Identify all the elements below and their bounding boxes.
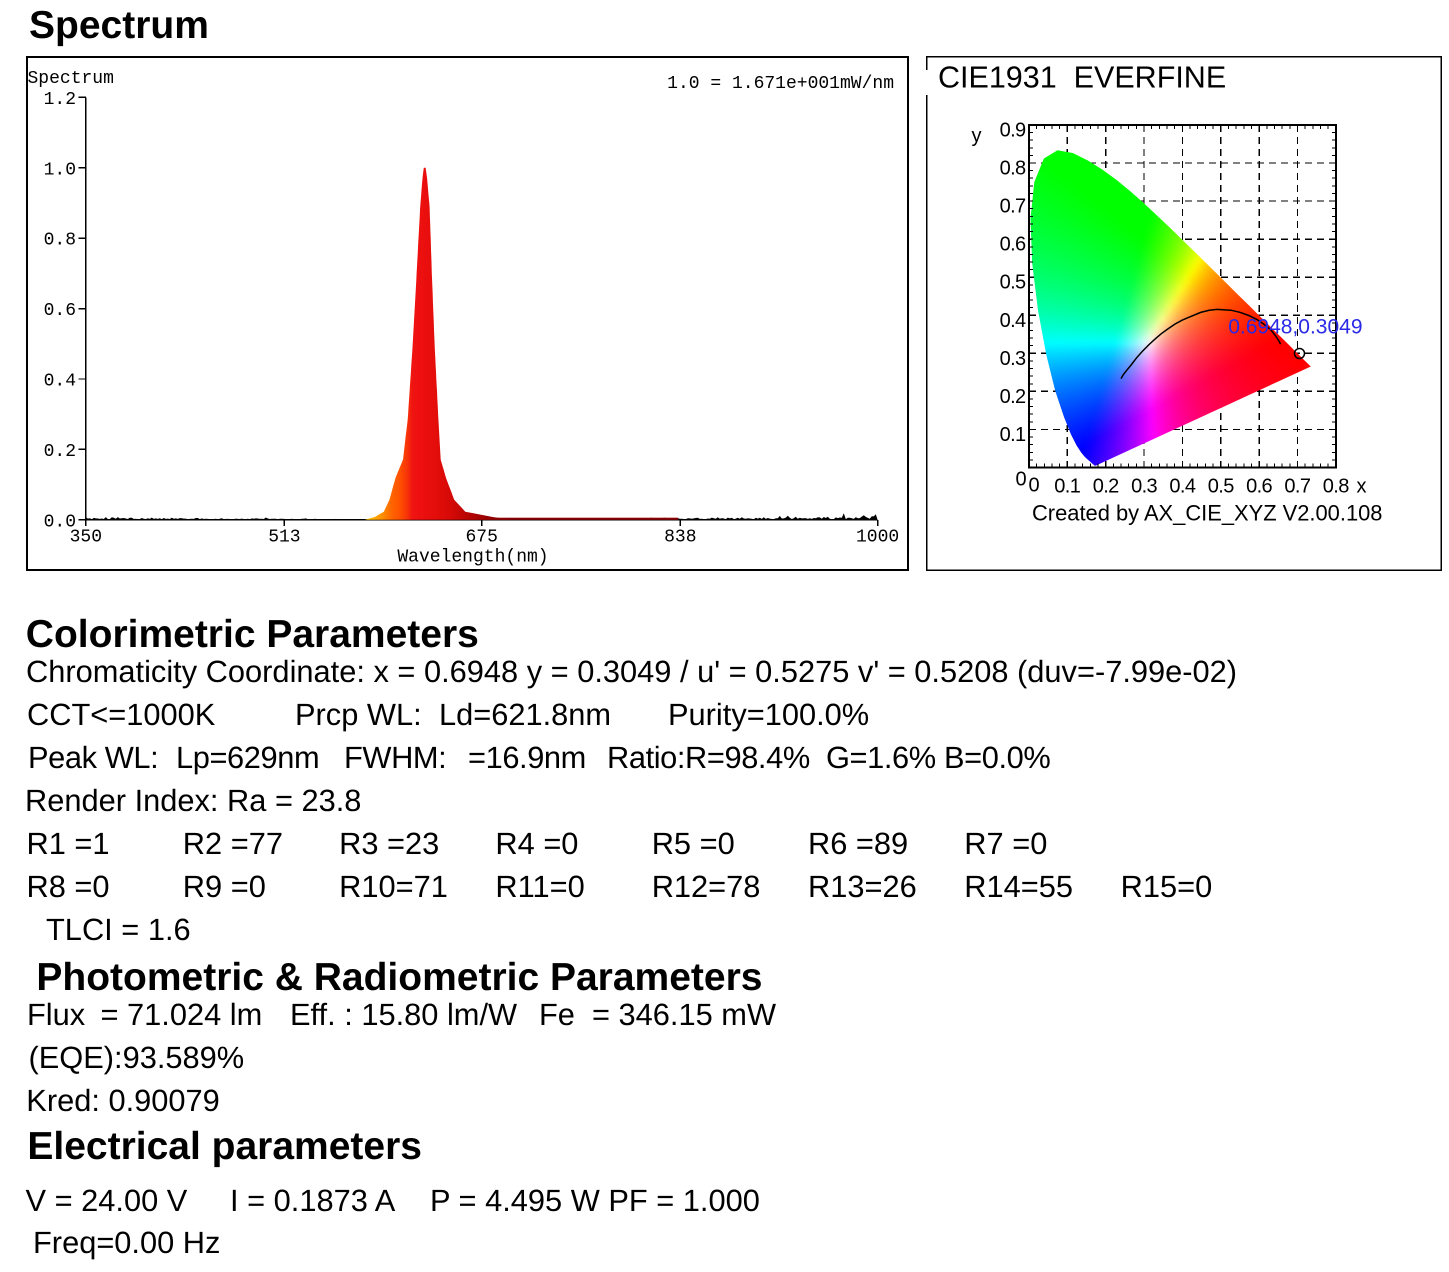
svg-text:y: y [972,125,982,147]
svg-text:1.2: 1.2 [44,90,76,110]
svg-text:0.8: 0.8 [1323,476,1349,498]
svg-text:350: 350 [70,528,102,548]
svg-text:0: 0 [1029,475,1040,497]
svg-text:1.0 = 1.671e+001mW/nm: 1.0 = 1.671e+001mW/nm [667,74,894,94]
svg-text:Created by AX_CIE_XYZ V2.00.10: Created by AX_CIE_XYZ V2.00.108 [1032,501,1382,526]
svg-text:Spectrum: Spectrum [28,69,114,89]
svg-text:0.1: 0.1 [1000,424,1026,446]
svg-text:838: 838 [664,528,696,548]
svg-text:0.9: 0.9 [1000,120,1026,142]
svg-text:0.5: 0.5 [1000,272,1026,294]
svg-text:x: x [1357,476,1367,498]
svg-text:0.6: 0.6 [1000,234,1026,256]
svg-text:0: 0 [1015,469,1026,491]
svg-text:0.2: 0.2 [1000,386,1026,408]
svg-text:0.1: 0.1 [1054,476,1080,498]
svg-text:0.4: 0.4 [1169,476,1195,498]
svg-text:513: 513 [268,528,300,548]
svg-text:0.6: 0.6 [1246,476,1272,498]
svg-text:0.7: 0.7 [1284,476,1310,498]
svg-text:0.3: 0.3 [1131,476,1157,498]
svg-text:0.2: 0.2 [44,442,76,462]
svg-text:0.3: 0.3 [1000,348,1026,370]
svg-text:0.0: 0.0 [44,512,76,532]
svg-text:0.6948,0.3049: 0.6948,0.3049 [1228,316,1362,339]
svg-text:675: 675 [465,528,497,548]
svg-text:1.0: 1.0 [44,160,76,180]
svg-text:Wavelength(nm): Wavelength(nm) [397,548,548,568]
svg-text:0.8: 0.8 [44,231,76,251]
svg-text:1000: 1000 [856,528,899,548]
svg-text:0.4: 0.4 [1000,310,1026,332]
svg-text:0.4: 0.4 [44,372,76,392]
svg-text:0.2: 0.2 [1093,476,1119,498]
svg-text:0.7: 0.7 [1000,196,1026,218]
svg-text:0.8: 0.8 [1000,158,1026,180]
svg-text:0.5: 0.5 [1208,476,1234,498]
svg-text:CIE1931 EVERFINE: CIE1931 EVERFINE [938,61,1226,95]
svg-text:0.6: 0.6 [44,301,76,321]
